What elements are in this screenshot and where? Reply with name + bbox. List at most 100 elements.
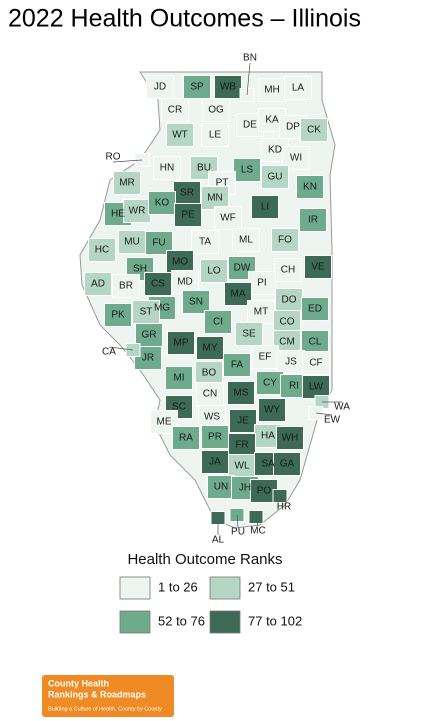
county-label: MI [173,373,184,384]
county-label: JS [285,357,297,368]
county-label: LO [207,266,221,277]
county [224,282,252,306]
legend-swatch [119,610,151,634]
county-label: DO [282,295,297,306]
county-label: JA [209,457,221,468]
county-label: PR [208,432,222,443]
county [232,228,260,252]
logo-box [42,675,174,717]
county-label: RO [106,152,121,163]
county-label: WF [220,213,236,224]
county-label: VE [311,262,325,273]
county [258,398,286,422]
county-label: SH [133,264,147,275]
county-label: HC [95,245,109,256]
county [153,156,181,180]
county-label: UN [214,482,228,493]
county-label: JD [154,82,166,93]
county-label: PU [231,527,245,538]
county [284,76,312,100]
county-label: MD [177,277,193,288]
county-label: MN [207,193,223,204]
county [150,410,178,434]
logo-line2: Rankings & Roadmaps [48,689,146,699]
county-label: WA [334,402,350,413]
county [296,175,324,199]
county-label: EW [324,415,341,426]
county-label: BO [202,368,217,379]
county [302,351,330,375]
county-label: BR [119,281,133,292]
legend: 1 to 26 27 to 51 52 to 76 77 to 102 [119,576,302,634]
county-label: BU [197,163,211,174]
county-label: SA [261,459,275,470]
leader-line [236,514,239,528]
county-label: PK [111,310,125,321]
county-label: MY [203,343,218,354]
county-label: FR [235,440,248,451]
county-label: PI [257,278,266,289]
county-label: SE [242,329,256,340]
logo-tagline: Building a Culture of Health, County by … [48,706,162,712]
county-label: WB [220,82,236,93]
county [271,228,299,252]
title: 2022 Health Outcomes – Illinois [8,5,361,33]
county-label: WT [172,130,188,141]
county-label: WI [290,153,302,164]
county [251,195,279,219]
county-label: MR [119,178,135,189]
legend-label: 77 to 102 [248,613,302,628]
county [204,310,232,334]
county [200,259,228,283]
county-label: OG [208,105,224,116]
county [167,331,195,355]
leader-line [246,62,251,96]
county-label: HE [111,209,125,220]
county [112,274,140,298]
county [104,303,132,327]
county-label: CO [280,317,295,328]
county-label: AD [91,279,105,290]
county [235,322,263,346]
logo: County Health Rankings & Roadmaps Buildi… [42,675,174,717]
legend-label: 1 to 26 [158,579,198,594]
legend-swatch [209,576,241,600]
county-label: SP [190,82,204,93]
county [145,231,173,255]
county-label: WY [264,405,280,416]
county-label: CI [213,317,223,328]
county [88,238,116,262]
county-label: ED [308,304,322,315]
county-label: DW [234,263,251,274]
county-label: FU [152,238,165,249]
county-label: MS [234,388,249,399]
county-label: CR [168,105,182,116]
county-label: FO [278,235,292,246]
county-label: SC [172,402,186,413]
county-label: LE [209,130,222,141]
county-label: HR [277,502,291,513]
county-label: LA [292,83,305,94]
county [201,123,229,147]
county [299,208,327,232]
county [165,366,193,390]
county-label: WR [129,206,146,217]
county [161,98,189,122]
county [183,75,211,99]
county-label: MH [264,85,280,96]
county-label: IR [308,215,318,226]
county-map: JD SP WB MH LA CR OG DE KA DP CK WT LE KD WI HN BU LS GU MR… [84,53,350,546]
county-label: CM [279,337,295,348]
county-label: TA [199,237,211,248]
county-label: BN [243,53,257,64]
county-label: ML [239,235,253,246]
county-label: WL [235,461,250,472]
county [229,409,257,433]
county-label: PO [257,486,272,497]
county [304,255,332,279]
county [113,171,141,195]
county-label: KA [265,115,279,126]
logo-line1: County Health [48,678,109,688]
county [282,146,310,170]
county-label: CL [309,337,322,348]
